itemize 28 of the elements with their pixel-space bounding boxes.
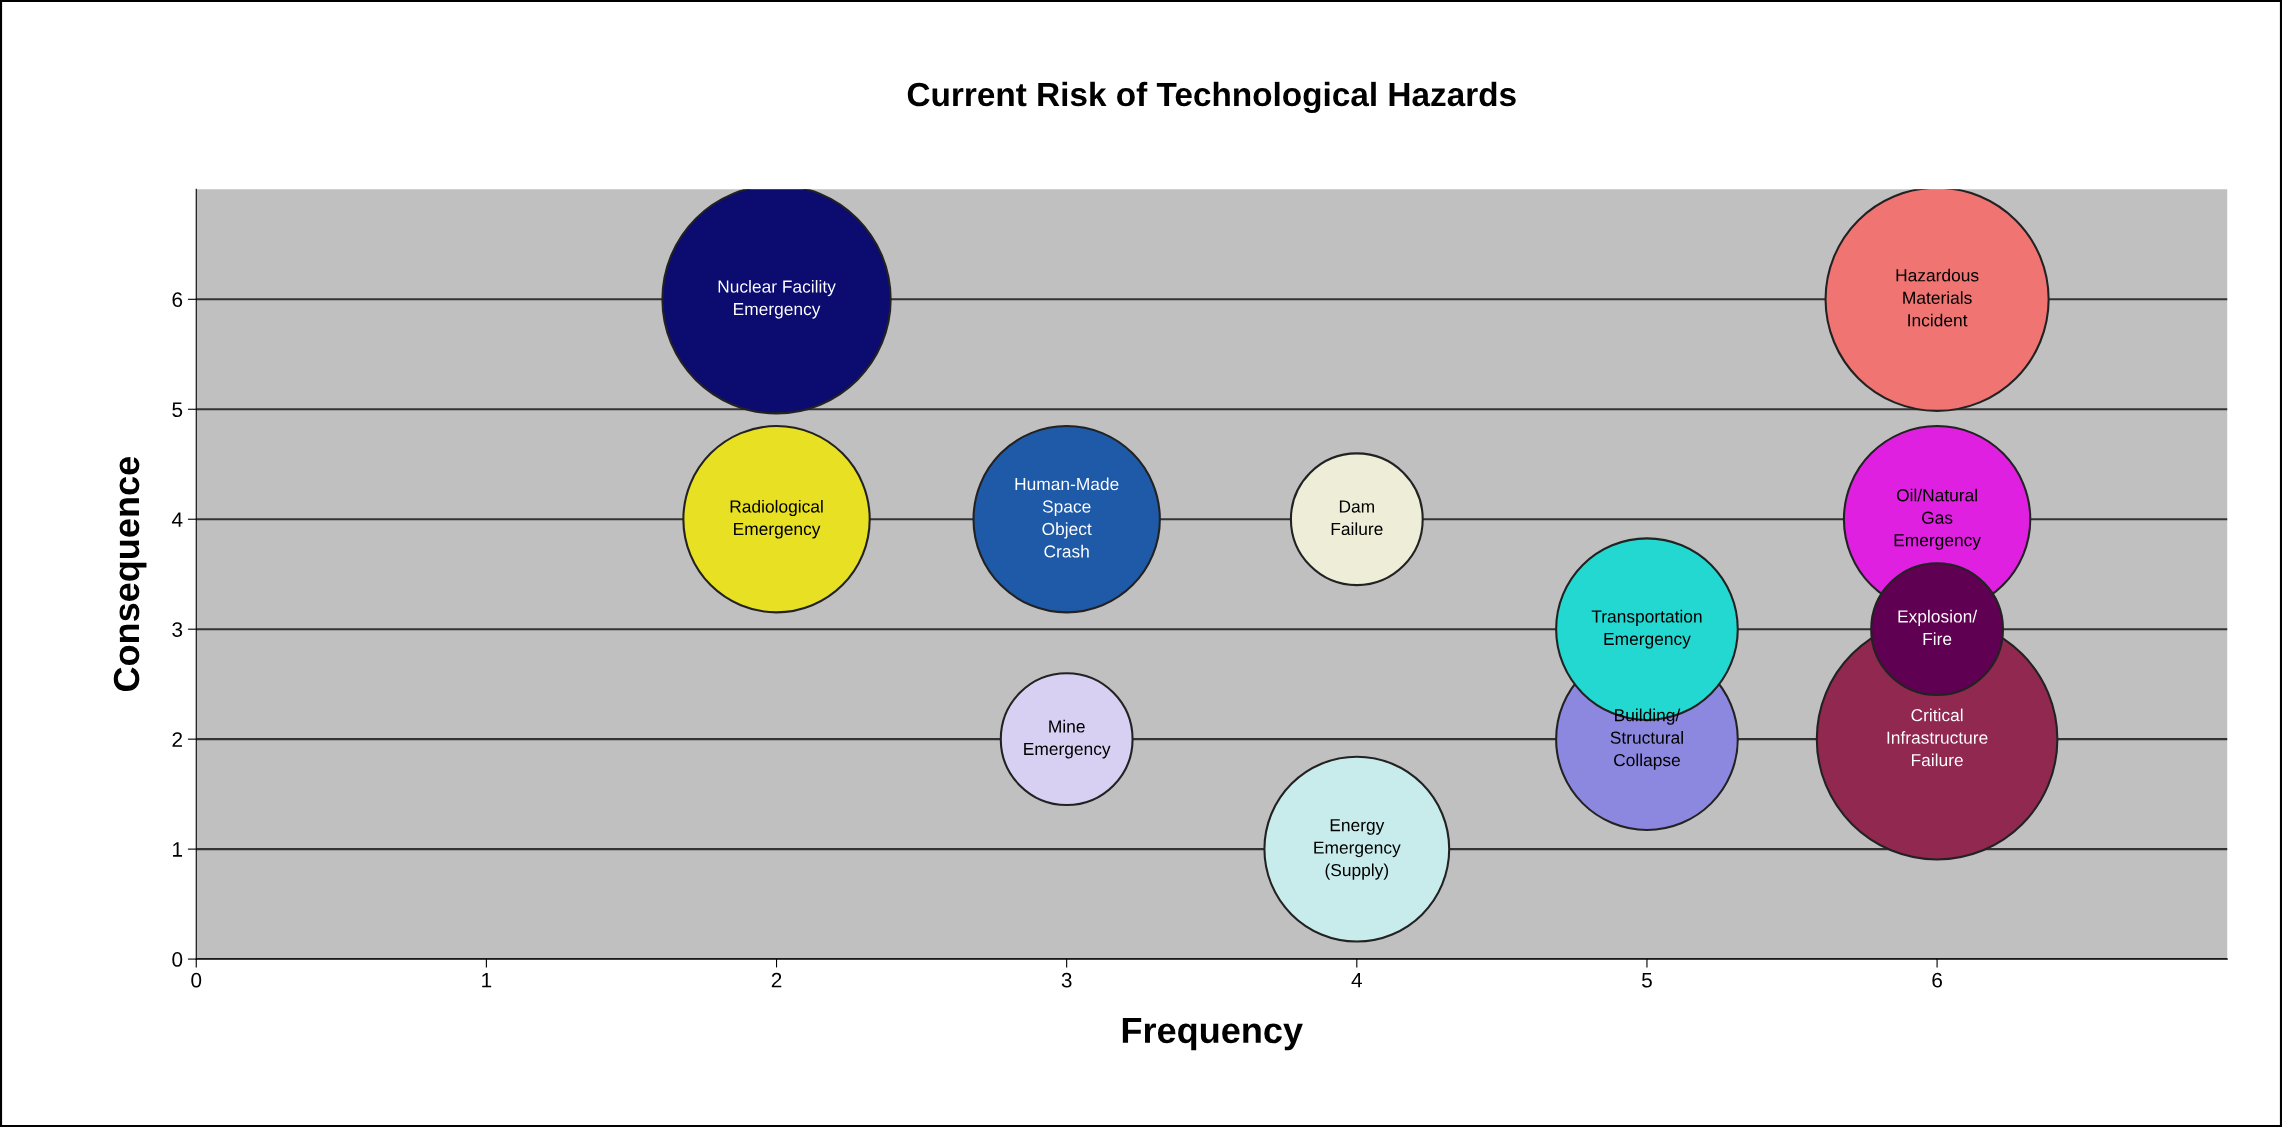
y-tick-label: 5 [172,402,183,418]
y-tick-label: 2 [172,732,183,747]
series-label: Critical Infrastructure Failure [1887,708,1988,767]
series-label: Nuclear Facility Emergency [718,279,836,319]
series-label: Energy Emergency (Supply) [1314,819,1401,880]
y-axis-title: Consequence [113,457,147,692]
y-tick-label: 1 [173,842,183,857]
y-tick-label: 0 [172,952,183,967]
series-label: Dam Failure [1331,500,1383,536]
series-label: Mine Emergency [1024,719,1111,759]
x-tick-label: 5 [1641,973,1652,988]
x-tick-label: 3 [1061,972,1072,988]
x-axis-title: Frequency [1122,1018,1303,1051]
series-label: Explosion/ Fire [1898,609,1978,646]
x-tick-label: 6 [1932,972,1942,988]
series-label: Radiological Emergency [730,499,823,539]
series-label: Hazardous Materials Incident [1896,268,1979,327]
series-label: Human-Made Space Object Crash [1015,477,1119,558]
series-label: Transportation Emergency [1591,609,1702,649]
chart-title: Current Risk of Technological Hazards [907,81,1516,114]
x-tick-label: 4 [1351,973,1362,988]
x-tick-label: 1 [482,973,492,988]
y-tick-label: 4 [171,512,183,527]
x-tick-label: 2 [771,972,782,988]
series-label: Oil/Natural Gas Emergency [1894,488,1981,550]
x-tick-label: 0 [191,972,202,988]
y-tick-label: 6 [172,292,183,308]
y-tick-label: 3 [172,622,183,637]
